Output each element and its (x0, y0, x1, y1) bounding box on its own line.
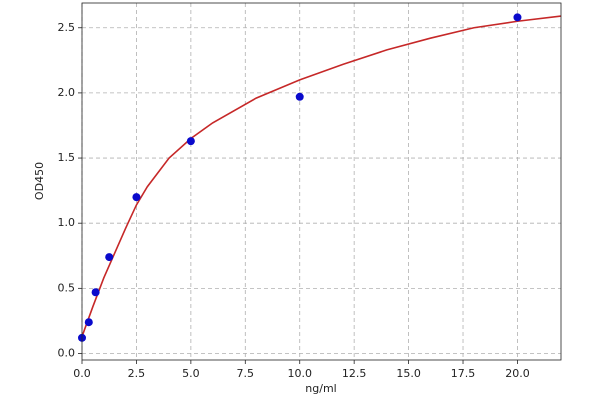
y-tick-label: 2.5 (58, 21, 76, 34)
data-point (84, 318, 93, 327)
plot-frame (81, 2, 562, 361)
x-tick-label: 10.0 (287, 367, 312, 380)
grid (81, 3, 561, 360)
data-point (91, 288, 100, 297)
data-point (132, 193, 141, 202)
x-tick-label: 20.0 (505, 367, 530, 380)
x-tick-label: 2.5 (128, 367, 146, 380)
x-tick-label: 15.0 (396, 367, 421, 380)
data-point (513, 13, 522, 22)
y-axis-label: OD450 (33, 162, 46, 200)
x-tick-label: 12.5 (342, 367, 367, 380)
marks (78, 13, 562, 342)
x-tick-label: 5.0 (182, 367, 200, 380)
y-tick-label: 1.0 (58, 216, 76, 229)
x-tick-label: 7.5 (237, 367, 255, 380)
x-tick-label: 17.5 (451, 367, 476, 380)
data-point (105, 253, 114, 262)
x-axis-label: ng/ml (305, 382, 336, 395)
y-tick-label: 0.0 (58, 346, 76, 359)
x-tick-label: 0.0 (73, 367, 91, 380)
y-tick-label: 1.5 (58, 151, 76, 164)
y-tick-label: 0.5 (58, 281, 76, 294)
data-point (186, 137, 195, 146)
data-point (295, 92, 304, 101)
plot-area (82, 3, 561, 360)
y-tick-label: 2.0 (58, 86, 76, 99)
